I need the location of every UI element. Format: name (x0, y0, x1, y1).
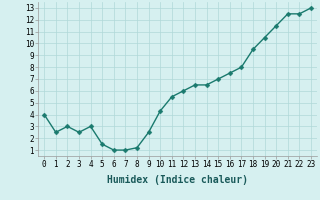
X-axis label: Humidex (Indice chaleur): Humidex (Indice chaleur) (107, 175, 248, 185)
